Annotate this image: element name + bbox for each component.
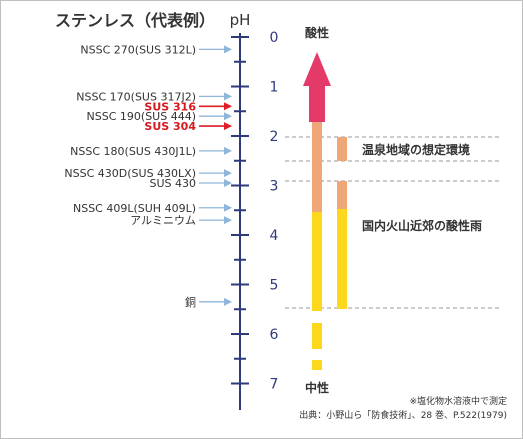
- material-label: NSSC 270(SUS 312L): [80, 43, 196, 56]
- ph-axis-ticks: 0 1 2 3 4 5 6 7: [231, 30, 279, 393]
- ph-tick-label: 7: [270, 377, 279, 393]
- neutral-label: 中性: [305, 380, 329, 395]
- source-citation: 出典：小野山ら「防食技術」、28 巻、P.522(1979): [299, 409, 507, 421]
- ph-tick-label: 0: [270, 30, 279, 46]
- material-label: アルミニウム: [130, 214, 196, 227]
- acidity-arrow-head: [303, 52, 331, 86]
- material-item: SUS 430: [149, 177, 232, 190]
- material-item: 銅: [185, 295, 232, 309]
- ph-tick-label: 5: [270, 278, 279, 294]
- material-label: 銅: [185, 295, 196, 309]
- material-item: NSSC 170(SUS 317J2): [76, 90, 232, 103]
- material-label: NSSC 180(SUS 430J1L): [70, 145, 196, 158]
- ph-tick-label: 4: [270, 228, 279, 244]
- material-list: NSSC 270(SUS 312L)NSSC 170(SUS 317J2)SUS…: [64, 43, 232, 309]
- material-item: NSSC 180(SUS 430J1L): [70, 145, 232, 158]
- acidic-label: 酸性: [305, 25, 329, 40]
- acid-rain-zone-bar-yellow: [337, 209, 347, 309]
- ph-tick-label: 6: [270, 327, 279, 343]
- material-label: NSSC 190(SUS 444): [87, 110, 196, 123]
- ph-tick-label: 1: [270, 80, 279, 96]
- acidity-bar-orange: [312, 122, 322, 212]
- material-label: SUS 430: [149, 177, 196, 190]
- acid-rain-zone-bar-orange: [337, 181, 347, 209]
- acid-rain-zone-label: 国内火山近郊の酸性雨: [362, 218, 482, 233]
- material-label: NSSC 430D(SUS 430LX): [64, 167, 196, 180]
- acidity-bar-yellow-dash-2: [312, 360, 322, 370]
- material-item: NSSC 190(SUS 444): [87, 110, 232, 123]
- measurement-note: ※塩化物水溶液中で測定: [409, 395, 507, 407]
- material-item: アルミニウム: [130, 214, 232, 227]
- material-label: SUS 304: [144, 120, 196, 133]
- ph-tick-label: 3: [270, 179, 279, 195]
- diagram-title: ステンレス（代表例）: [55, 11, 215, 30]
- acidity-arrow-shaft: [309, 84, 325, 122]
- material-item: NSSC 270(SUS 312L): [80, 43, 232, 56]
- acidity-bar-yellow: [312, 212, 322, 311]
- material-item: SUS 304: [144, 120, 232, 133]
- ph-unit-label: pH: [230, 11, 251, 29]
- material-item: SUS 316: [144, 100, 232, 113]
- hot-spring-zone-bar: [337, 137, 347, 161]
- material-label: NSSC 409L(SUH 409L): [73, 202, 196, 215]
- ph-tick-label: 2: [270, 129, 279, 145]
- material-label: SUS 316: [144, 100, 196, 113]
- material-item: NSSC 409L(SUH 409L): [73, 202, 232, 215]
- acidity-bar-yellow-dash-1: [312, 323, 322, 349]
- material-label: NSSC 170(SUS 317J2): [76, 90, 196, 103]
- material-item: NSSC 430D(SUS 430LX): [64, 167, 232, 180]
- hot-spring-zone-label: 温泉地域の想定環境: [362, 142, 470, 157]
